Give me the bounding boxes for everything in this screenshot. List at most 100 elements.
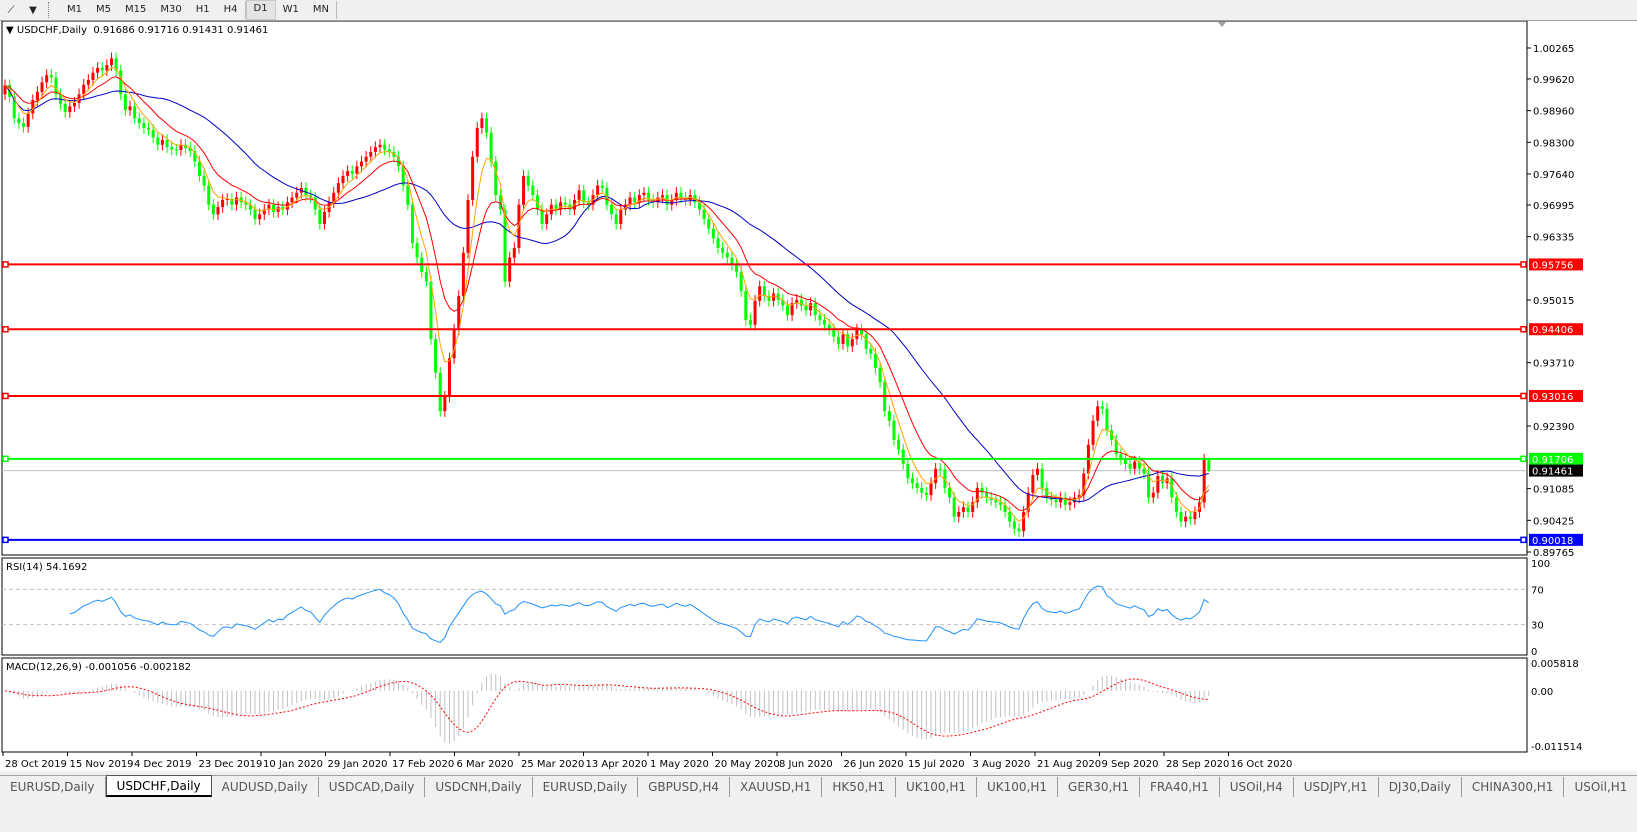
candle (1184, 516, 1188, 522)
timeframe-w1[interactable]: W1 (282, 4, 299, 15)
candle (1142, 468, 1146, 474)
level-price-label: 0.93016 (1532, 392, 1573, 403)
candle (355, 166, 359, 174)
candle (804, 305, 808, 311)
chart-canvas[interactable]: 1.00265 0.99620 0.98960 0.98300 0.97640 0.969… (0, 21, 1637, 771)
timeframe-m1[interactable]: M1 (67, 4, 82, 15)
chart-tab[interactable]: GER30,H1 (1058, 777, 1140, 797)
candle (994, 499, 998, 503)
candle (725, 252, 729, 258)
level-anchor-handle[interactable] (1520, 261, 1527, 268)
candle (998, 502, 1002, 505)
macd-tick-label: 0.00 (1531, 687, 1553, 698)
chart-tabs: EURUSD,Daily USDCHF,Daily AUDUSD,Daily USDC… (0, 775, 1637, 798)
candle (989, 497, 993, 500)
date-label: 16 Oct 2020 (1231, 759, 1293, 770)
candle (910, 478, 914, 484)
timeframe-mn[interactable]: MN (312, 4, 329, 15)
candle (452, 329, 456, 359)
date-label: 20 May 2020 (715, 759, 780, 770)
candle (1045, 487, 1049, 498)
rsi-pane (1, 557, 1528, 656)
date-label: 15 Nov 2019 (70, 759, 134, 770)
price-tick-label: 0.96995 (1533, 201, 1574, 212)
bid-price-label: 0.91461 (1532, 467, 1573, 478)
candle (22, 123, 26, 127)
chart-tab[interactable]: USOil,H1 (1564, 777, 1637, 797)
candle (336, 183, 340, 193)
candle (762, 286, 766, 296)
candle (387, 149, 391, 152)
candle (855, 329, 859, 340)
candle (410, 204, 414, 244)
date-label: 28 Sep 2020 (1166, 759, 1229, 770)
level-anchor-handle[interactable] (2, 325, 9, 333)
candle (346, 171, 350, 176)
candle (813, 303, 817, 316)
candle (781, 299, 785, 306)
chart-tab[interactable]: USDCNH,Daily (425, 777, 533, 797)
chart-tab[interactable]: HK50,H1 (822, 777, 896, 797)
chart-tab[interactable]: DJ30,Daily (1379, 777, 1462, 797)
level-anchor-handle[interactable] (2, 536, 9, 544)
level-anchor-handle[interactable] (1520, 455, 1527, 463)
chart-tab[interactable]: USDCAD,Daily (319, 777, 426, 797)
timeframe-m15[interactable]: M15 (125, 4, 147, 15)
candle (207, 185, 211, 205)
chart-tab[interactable]: USOil,H4 (1220, 777, 1294, 797)
candle (96, 67, 100, 73)
candle (1123, 459, 1127, 464)
level-anchor-handle[interactable] (2, 261, 9, 268)
candle (489, 132, 493, 162)
level-anchor-handle[interactable] (1520, 392, 1527, 400)
timeframe-h4[interactable]: H4 (223, 4, 238, 15)
candle (480, 118, 484, 128)
level-anchor-handle[interactable] (1520, 536, 1527, 544)
level-price-tag (1529, 452, 1583, 465)
candle (262, 209, 266, 215)
chart-tab[interactable]: EURUSD,Daily (0, 777, 106, 797)
chart-tab[interactable]: USDJPY,H1 (1294, 777, 1379, 797)
line-tools-icon[interactable]: ⟋ (7, 4, 15, 16)
chart-tab[interactable]: CHINA300,H1 (1462, 777, 1565, 797)
timeframe-h1[interactable]: H1 (195, 4, 210, 15)
chart-tab[interactable]: USDCHF,Daily (105, 775, 212, 797)
level-anchor-handle[interactable] (2, 392, 9, 400)
dropdown-arrow-icon[interactable]: ▼ (29, 4, 37, 16)
toolbar-grip[interactable] (48, 2, 52, 18)
chart-tab[interactable]: FRA40,H1 (1140, 777, 1220, 797)
candle (503, 209, 507, 282)
chart-shift-marker-icon (1218, 22, 1226, 27)
collapse-triangle-icon[interactable]: ▼ (6, 25, 14, 36)
candle (934, 468, 938, 484)
price-tick-label: 0.93710 (1533, 359, 1574, 370)
toolbar-separator (335, 1, 337, 19)
level-anchor-handle[interactable] (1520, 325, 1527, 333)
chart-tab[interactable]: GBPUSD,H4 (638, 777, 730, 797)
chart-tab[interactable]: UK100,H1 (896, 777, 977, 797)
chart-window[interactable]: 1.00265 0.99620 0.98960 0.98300 0.97640 0.969… (0, 21, 1637, 771)
chart-tab[interactable]: EURUSD,Daily (533, 777, 639, 797)
candle (735, 264, 739, 272)
chart-tab[interactable]: UK100,H1 (977, 777, 1059, 797)
date-label: 13 Apr 2020 (586, 759, 648, 770)
timeframe-m5[interactable]: M5 (96, 4, 111, 15)
candle (971, 502, 975, 512)
toolbar-separator (244, 1, 246, 19)
chart-tab[interactable]: AUDUSD,Daily (212, 777, 319, 797)
level-anchor-handle[interactable] (2, 455, 9, 463)
timeframe-m30[interactable]: M30 (160, 4, 182, 15)
candle (577, 190, 581, 200)
candle (369, 151, 373, 157)
candle (485, 118, 489, 133)
candle (739, 271, 743, 292)
candle (1031, 474, 1035, 493)
candle (350, 171, 354, 174)
candle (1022, 511, 1026, 532)
timeframe-d1[interactable]: D1 (245, 0, 276, 20)
macd-label: MACD(12,26,9) -0.001056 -0.002182 (6, 662, 191, 673)
candle (1202, 459, 1206, 503)
chart-tab[interactable]: XAUUSD,H1 (730, 777, 823, 797)
candle (1137, 461, 1141, 469)
price-tick-label: 1.00265 (1533, 44, 1574, 55)
